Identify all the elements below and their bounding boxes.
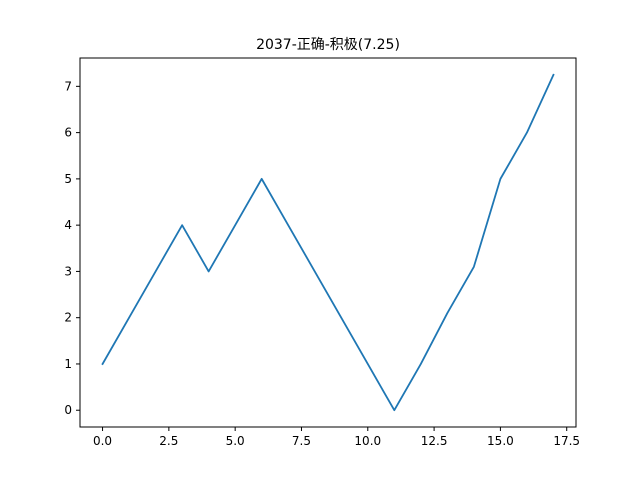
x-tick-label: 17.5 [553,434,580,448]
series-layer [101,73,555,412]
y-tick-label: 4 [64,218,72,232]
y-tick-label: 5 [64,172,72,186]
x-axis: 0.0 2.5 5.0 7.5 10.0 12.5 15.0 17.5 [93,427,580,448]
y-tick-label: 2 [64,311,72,325]
x-tick-label: 0.0 [93,434,112,448]
chart-title: 2037-正确-积极(7.25) [256,37,400,53]
x-tick-label: 10.0 [354,434,381,448]
x-tick-label: 15.0 [487,434,514,448]
y-tick-label: 3 [64,264,72,278]
x-tick-label: 5.0 [226,434,245,448]
y-tick-label: 1 [64,357,72,371]
y-tick-label: 6 [64,126,72,140]
series-line [101,73,555,412]
x-tick-label: 7.5 [292,434,311,448]
y-axis: 0 1 2 3 4 5 6 7 [64,79,80,417]
y-tick-label: 0 [64,403,72,417]
plot-area-frame [79,57,577,428]
x-tick-label: 2.5 [159,434,178,448]
x-tick-label: 12.5 [421,434,448,448]
y-tick-label: 7 [64,79,72,93]
